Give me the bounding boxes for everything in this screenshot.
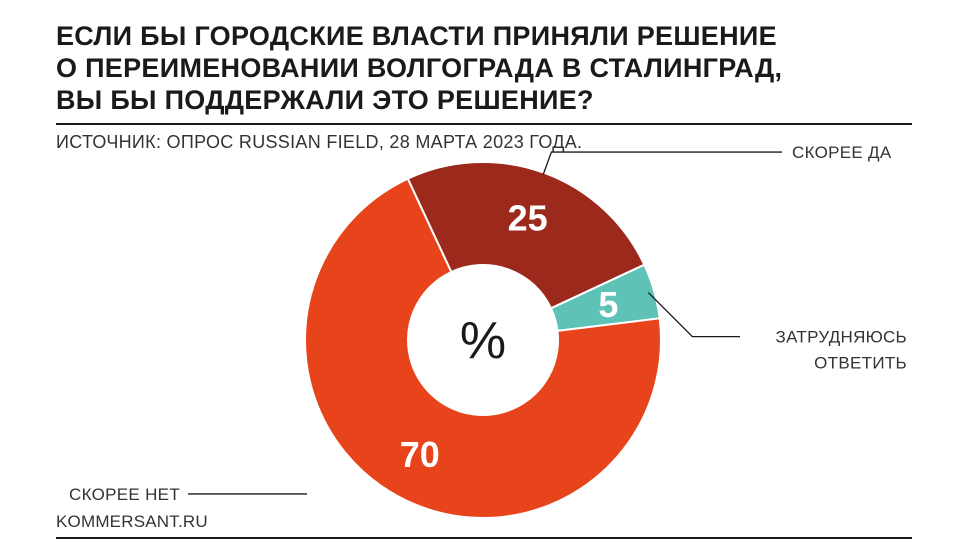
value-label-1: 5 <box>598 284 618 325</box>
leader-lines-group <box>188 151 782 495</box>
chart-title: ЕСЛИ БЫ ГОРОДСКИЕ ВЛАСТИ ПРИНЯЛИ РЕШЕНИЕ… <box>56 20 916 116</box>
bottom-divider <box>56 537 912 539</box>
center-percent-label: % <box>460 312 506 370</box>
slices-group <box>304 161 662 519</box>
title-line-3: ВЫ БЫ ПОДДЕРЖАЛИ ЭТО РЕШЕНИЕ? <box>56 85 594 115</box>
leader-line-1 <box>647 292 740 338</box>
title-line-2: О ПЕРЕИМЕНОВАНИИ ВОЛГОГРАДА В СТАЛИНГРАД… <box>56 53 783 83</box>
slice-label-0: СКОРЕЕ ДА <box>792 143 892 162</box>
slice-label-1-line-2: ОТВЕТИТЬ <box>814 354 907 373</box>
top-divider <box>56 123 912 125</box>
footer-site: KOMMERSANT.RU <box>56 512 208 531</box>
slice-2 <box>304 177 662 519</box>
leader-line-0 <box>542 151 782 175</box>
value-label-0: 25 <box>508 197 548 238</box>
slice-label-1-line-1: ЗАТРУДНЯЮСЬ <box>776 328 907 347</box>
slice-labels-group: СКОРЕЕ ДА ЗАТРУДНЯЮСЬ ОТВЕТИТЬ СКОРЕЕ НЕТ <box>69 143 907 504</box>
source-note: ИСТОЧНИК: ОПРОС RUSSIAN FIELD, 28 МАРТА … <box>56 132 583 152</box>
slice-label-2: СКОРЕЕ НЕТ <box>69 485 180 504</box>
slice-0 <box>406 161 646 310</box>
value-labels-group: 25 5 70 <box>400 197 619 475</box>
title-line-1: ЕСЛИ БЫ ГОРОДСКИЕ ВЛАСТИ ПРИНЯЛИ РЕШЕНИЕ <box>56 21 777 51</box>
value-label-2: 70 <box>400 434 440 475</box>
